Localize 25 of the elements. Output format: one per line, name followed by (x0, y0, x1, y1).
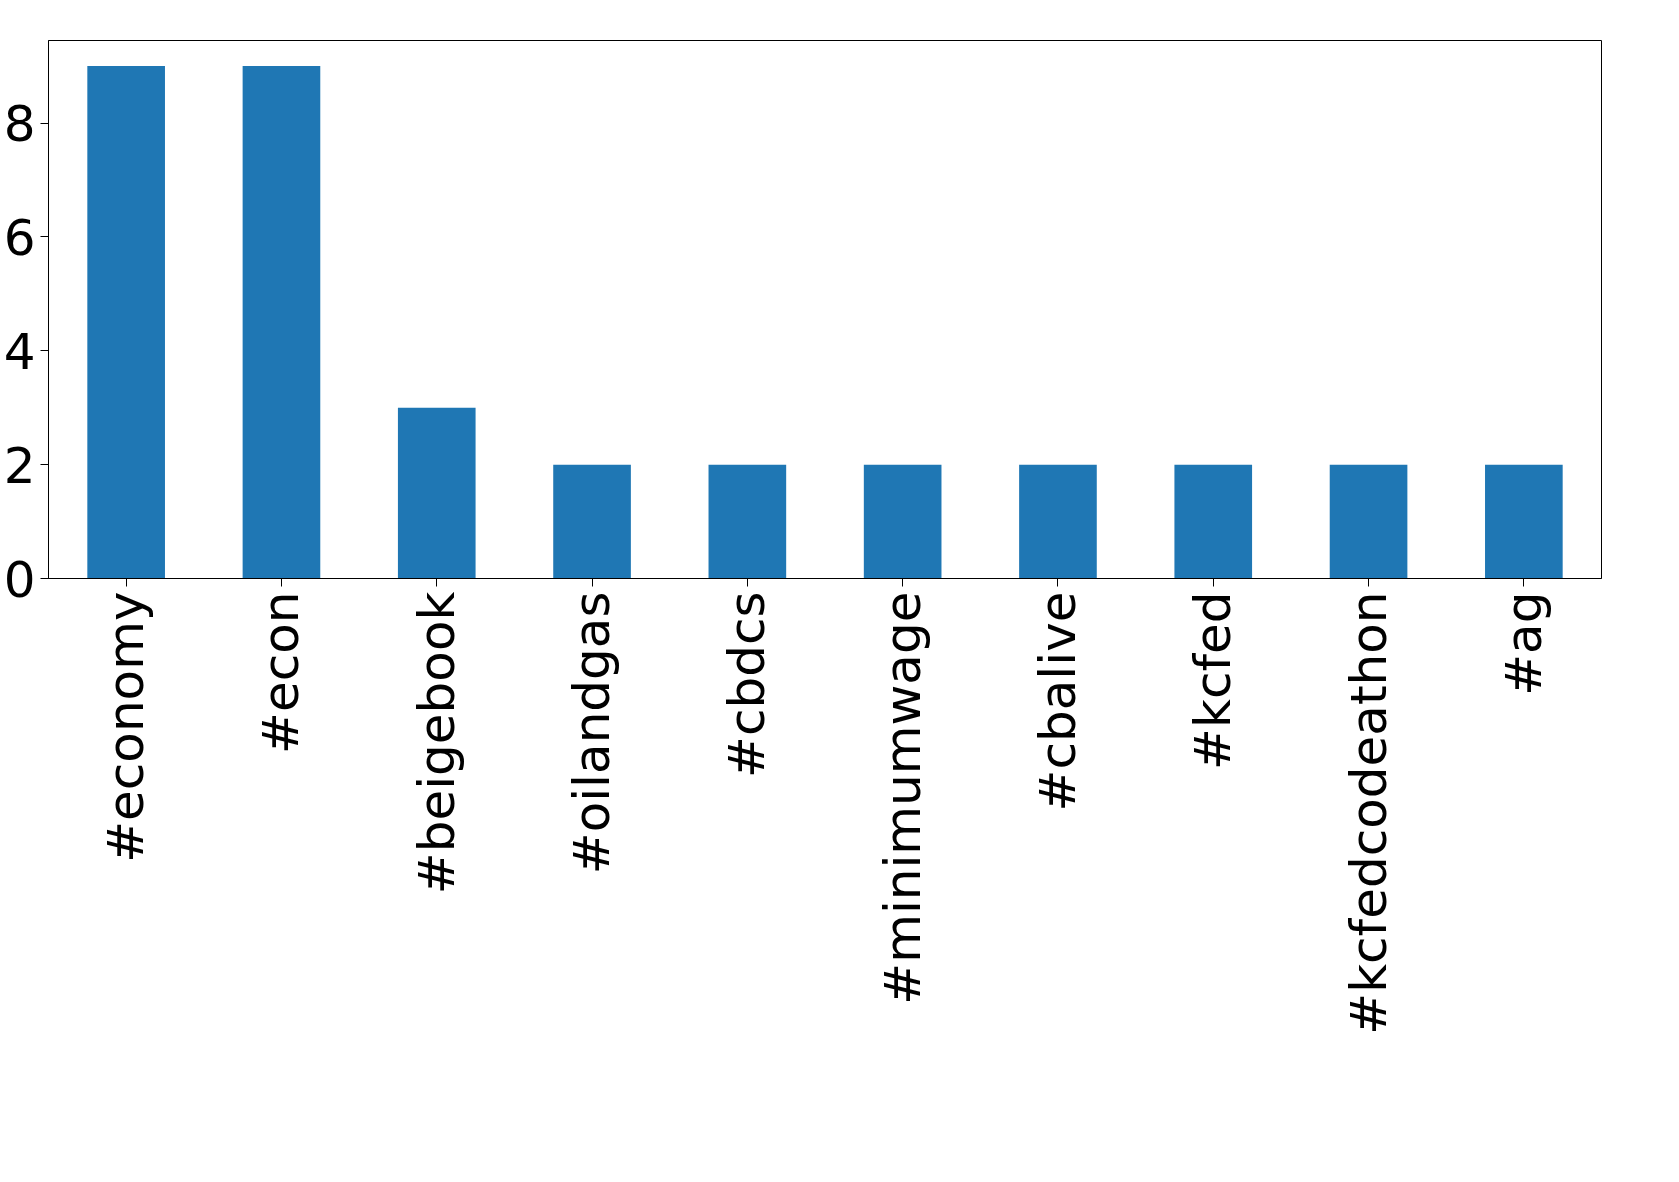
x-tick-label: #kcfed (1184, 591, 1243, 770)
y-tick-label: 8 (3, 95, 36, 154)
bar (863, 464, 942, 579)
bar (242, 66, 321, 579)
x-tick-label: #cbdcs (718, 591, 777, 778)
x-tick-label: #beigebook (407, 591, 466, 895)
bar (553, 464, 631, 579)
y-tick-label: 6 (3, 208, 36, 267)
x-tick-label: #ag (1494, 591, 1553, 696)
x-tick-label: #economy (97, 591, 156, 863)
bar (1329, 464, 1408, 579)
x-tick-label: #kcfedcodeathon (1339, 591, 1398, 1035)
x-tick-label: #econ (252, 591, 311, 754)
bar (1019, 464, 1097, 579)
y-tick-label: 2 (3, 436, 36, 495)
bar (397, 407, 476, 579)
bar (708, 464, 787, 579)
bar (1174, 464, 1253, 579)
x-tick-label: #cbalive (1028, 591, 1087, 812)
x-tick-label: #oilandgas (563, 591, 622, 875)
y-tick-label: 0 (3, 550, 36, 609)
x-tick-label: #minimumwage (873, 591, 932, 1005)
bar (1485, 464, 1563, 579)
bar (87, 66, 165, 579)
y-tick-label: 4 (3, 322, 36, 381)
